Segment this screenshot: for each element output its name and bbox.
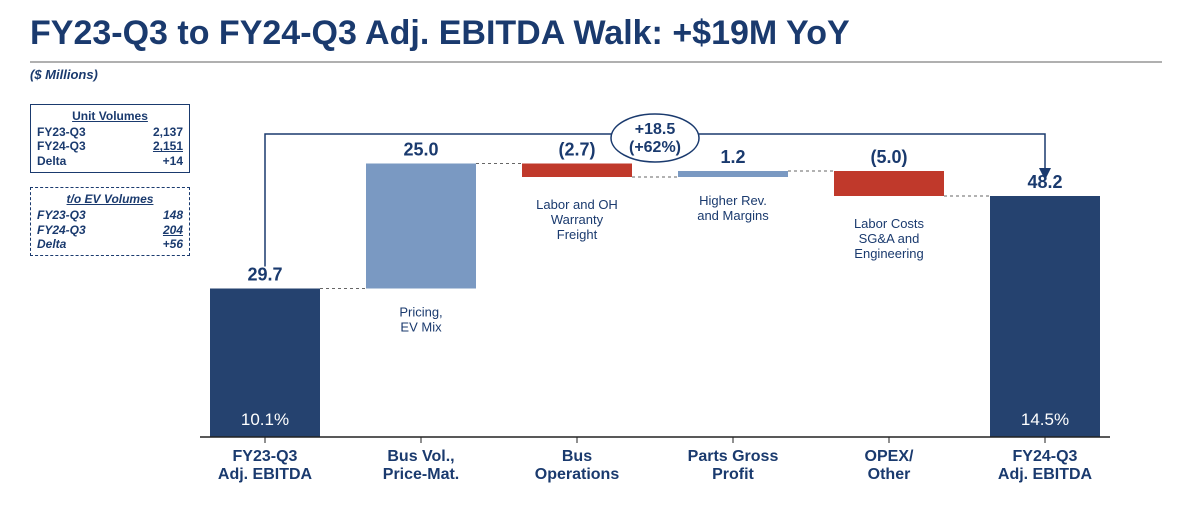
bar-parts xyxy=(678,171,788,177)
sub-label-parts: Higher Rev. xyxy=(699,193,767,208)
bar-busops xyxy=(522,164,632,178)
unit-volumes-row: Delta +14 xyxy=(37,154,183,168)
page-title: FY23-Q3 to FY24-Q3 Adj. EBITDA Walk: +$1… xyxy=(30,14,1162,53)
ev-volumes-label: Delta xyxy=(37,237,66,251)
ev-volumes-value: 204 xyxy=(163,223,183,237)
ev-volumes-row: FY24-Q3 204 xyxy=(37,223,183,237)
unit-volumes-row: FY23-Q3 2,137 xyxy=(37,125,183,139)
sub-label-parts: and Margins xyxy=(697,208,769,223)
ev-volumes-row: Delta +56 xyxy=(37,237,183,251)
bar-end xyxy=(990,196,1100,437)
bar-opex xyxy=(834,171,944,196)
bubble-line1: +18.5 xyxy=(635,121,676,138)
unit-volumes-label: Delta xyxy=(37,154,66,168)
ev-volumes-value: +56 xyxy=(163,237,183,251)
ev-volumes-label: FY24-Q3 xyxy=(37,223,86,237)
cat-label-end: Adj. EBITDA xyxy=(998,466,1093,483)
ev-volumes-value: 148 xyxy=(163,208,183,222)
sub-label-busvol: Pricing, xyxy=(399,305,442,320)
cat-label-end: FY24-Q3 xyxy=(1013,448,1078,465)
value-label-busops: (2.7) xyxy=(558,140,595,160)
bar-busvol xyxy=(366,164,476,289)
cat-label-opex: OPEX/ xyxy=(865,448,914,465)
cat-label-parts: Profit xyxy=(712,466,754,483)
unit-volumes-label: FY24-Q3 xyxy=(37,139,86,153)
value-label-start: 29.7 xyxy=(247,265,282,285)
value-label-parts: 1.2 xyxy=(720,147,745,167)
unit-volumes-value: +14 xyxy=(163,154,183,168)
waterfall-chart: 29.710.1%FY23-Q3Adj. EBITDA25.0Pricing,E… xyxy=(200,102,1160,502)
value-label-end: 48.2 xyxy=(1027,172,1062,192)
ev-volumes-row: FY23-Q3 148 xyxy=(37,208,183,222)
value-label-busvol: 25.0 xyxy=(403,140,438,160)
cat-label-busops: Operations xyxy=(535,466,620,483)
cat-label-busvol: Price-Mat. xyxy=(383,466,459,483)
value-label-opex: (5.0) xyxy=(870,147,907,167)
unit-volumes-value: 2,151 xyxy=(153,139,183,153)
cat-label-busops: Bus xyxy=(562,448,592,465)
title-divider xyxy=(30,61,1162,63)
bubble-line2: (+62%) xyxy=(629,139,681,156)
pct-label-end: 14.5% xyxy=(1021,410,1069,429)
sub-label-busops: Labor and OH xyxy=(536,197,618,212)
unit-volumes-label: FY23-Q3 xyxy=(37,125,86,139)
ev-volumes-title: t/o EV Volumes xyxy=(37,192,183,206)
cat-label-start: FY23-Q3 xyxy=(233,448,298,465)
unit-volumes-value: 2,137 xyxy=(153,125,183,139)
unit-volumes-row: FY24-Q3 2,151 xyxy=(37,139,183,153)
sub-label-opex: Engineering xyxy=(854,246,923,261)
ev-volumes-label: FY23-Q3 xyxy=(37,208,86,222)
cat-label-opex: Other xyxy=(868,466,911,483)
ev-volumes-box: t/o EV Volumes FY23-Q3148FY24-Q3204Delta… xyxy=(30,187,190,256)
cat-label-start: Adj. EBITDA xyxy=(218,466,313,483)
unit-volumes-title: Unit Volumes xyxy=(37,109,183,123)
sub-label-busops: Freight xyxy=(557,227,598,242)
sub-label-opex: SG&A and xyxy=(859,231,920,246)
unit-volumes-box: Unit Volumes FY23-Q32,137FY24-Q32,151Del… xyxy=(30,104,190,173)
cat-label-busvol: Bus Vol., xyxy=(387,448,454,465)
sub-label-opex: Labor Costs xyxy=(854,216,925,231)
units-label: ($ Millions) xyxy=(30,67,1162,82)
sub-label-busvol: EV Mix xyxy=(400,320,442,335)
sub-label-busops: Warranty xyxy=(551,212,604,227)
cat-label-parts: Parts Gross xyxy=(688,448,779,465)
pct-label-start: 10.1% xyxy=(241,410,289,429)
